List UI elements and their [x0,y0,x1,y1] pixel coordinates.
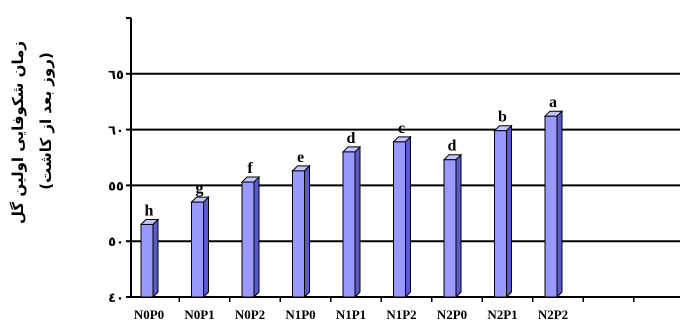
bar-face [544,115,558,298]
bar-face [494,130,507,298]
bar-side [405,135,411,299]
x-tick-label: N1P1 [336,307,366,322]
bar-face [292,170,305,298]
bar-face [393,141,406,298]
significance-letter: d [448,138,457,155]
bar-face [241,181,255,298]
bar-side [455,153,462,299]
significance-letter: c [398,120,405,137]
bar-side [253,175,260,299]
x-tick-label: N0P2 [235,307,265,322]
y-tick-label: ٦٥ [108,68,124,83]
bar-side [152,218,159,299]
bar-n1p1 [341,145,362,299]
bar-n0p1 [190,195,210,299]
x-tick-label: N0P1 [184,307,214,322]
bar-face [342,151,356,298]
bar-side [506,124,512,299]
bar-side [203,195,209,299]
x-tick-label: N2P2 [538,307,568,322]
y-tick-label: ٦٠ [108,124,124,139]
bar-face [140,223,154,298]
bar-n1p0 [291,164,311,299]
significance-letter: b [498,109,507,126]
bar-n0p0 [139,218,160,299]
bar-n1p2 [392,135,412,299]
bar-face [443,159,457,298]
y-tick-label: ٥٠ [108,235,124,250]
bar-side [304,164,310,299]
x-tick-label: N1P0 [285,307,315,322]
bar-face [191,201,204,298]
y-tick-label: ٤٠ [108,291,124,306]
bar-n2p0 [442,153,463,299]
x-tick-label: N2P1 [487,307,517,322]
significance-letter: a [549,94,557,111]
significance-letter: d [347,130,356,147]
bar-n2p1 [493,124,513,299]
bar-side [556,110,563,299]
x-tick-label: N0P0 [134,307,164,322]
y-tick-label: ٥٥ [108,179,124,194]
significance-letter: h [145,202,154,219]
bar-n0p2 [240,175,261,299]
bar-side [354,145,361,299]
x-tick-label: N1P2 [386,307,416,322]
x-tick-label: N2P0 [437,307,467,322]
significance-letter: g [196,180,204,197]
significance-letter: f [247,160,253,177]
bar-n2p2 [543,110,564,299]
significance-letter: e [297,149,304,166]
